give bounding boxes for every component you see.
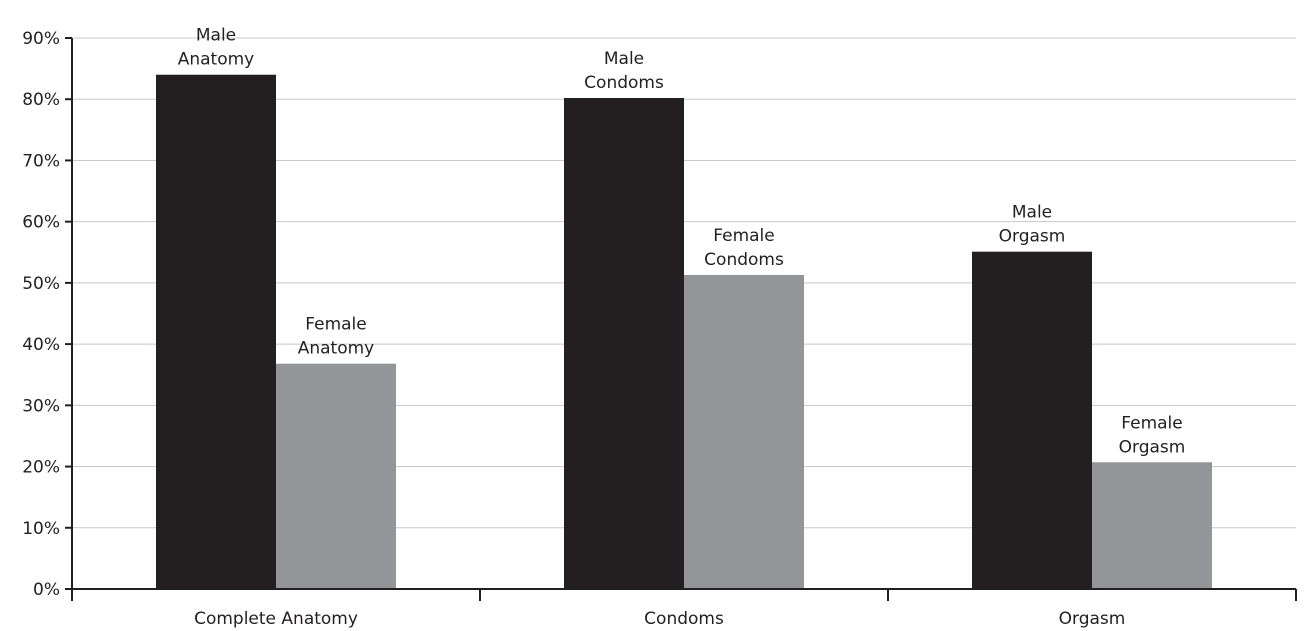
data-label: Male	[604, 49, 644, 69]
data-label: Male	[1012, 203, 1052, 223]
y-tick-label: 50%	[22, 274, 60, 294]
data-labels: Male Anatomy Female Anatomy Male Condoms Femal…	[178, 26, 1186, 458]
bar-female-2	[1092, 462, 1212, 589]
y-tick-label: 30%	[22, 396, 60, 416]
y-axis: 0% 10% 20% 30% 40% 50% 60% 70% 80% 90%	[22, 29, 73, 601]
y-tick-label: 70%	[22, 151, 60, 171]
data-label: Condoms	[584, 73, 664, 93]
bar-male-1	[564, 97, 684, 590]
x-axis: Complete Anatomy Condoms Orgasm	[71, 588, 1297, 629]
data-label: Female	[1121, 413, 1182, 433]
bar-female-1	[684, 274, 804, 589]
bar-female-0	[276, 363, 396, 589]
y-tick-label: 80%	[22, 90, 60, 110]
data-label: Female	[713, 226, 774, 246]
bars	[156, 74, 1212, 590]
y-tick-label: 20%	[22, 458, 60, 478]
y-tick-label: 10%	[22, 519, 60, 539]
data-label: Condoms	[704, 250, 784, 270]
data-label: Orgasm	[999, 227, 1066, 247]
bar-male-2	[972, 251, 1092, 589]
bar-male-0	[156, 74, 276, 589]
x-category-label: Condoms	[644, 609, 724, 629]
data-label: Female	[305, 315, 366, 335]
y-tick-label: 90%	[22, 29, 60, 49]
x-category-label: Complete Anatomy	[194, 609, 358, 629]
y-tick-label: 40%	[22, 335, 60, 355]
y-tick-label: 0%	[33, 580, 60, 600]
data-label: Male	[196, 26, 236, 46]
data-label: Anatomy	[298, 339, 375, 359]
y-tick-label: 60%	[22, 213, 60, 233]
x-category-label: Orgasm	[1059, 609, 1126, 629]
data-label: Orgasm	[1119, 437, 1186, 457]
data-label: Anatomy	[178, 50, 255, 70]
